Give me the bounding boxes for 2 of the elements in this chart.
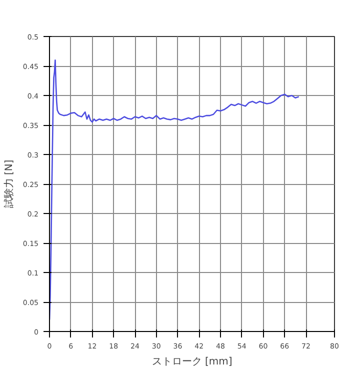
y-axis-title: 試験力 [N] <box>2 160 15 208</box>
x-axis-title: ストローク [mm] <box>152 356 232 368</box>
